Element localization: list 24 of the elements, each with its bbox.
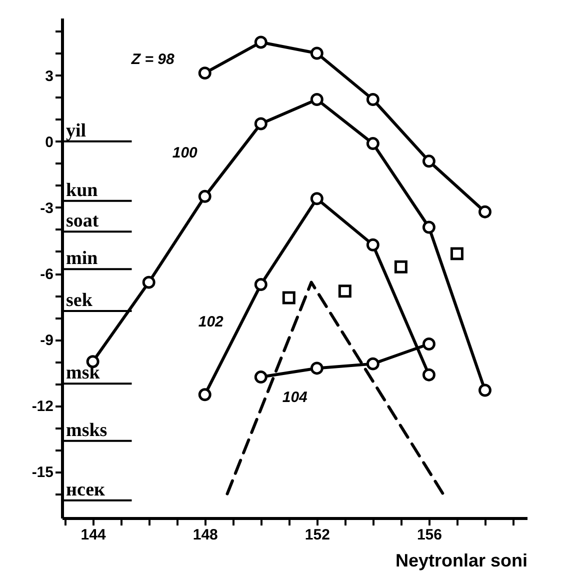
x-tick-label: 156 xyxy=(416,526,442,544)
ref-line-label: min xyxy=(66,248,98,270)
x-axis-title: Neytronlar soni xyxy=(395,550,528,570)
ref-line-label: msks xyxy=(66,420,108,441)
x-tick-label: 144 xyxy=(80,526,106,544)
y-tick-label: -9 xyxy=(40,332,54,350)
ref-line-label: yil xyxy=(66,120,86,142)
y-tick-label: -6 xyxy=(40,266,54,284)
ref-line-label: soat xyxy=(66,210,100,232)
y-tick-label: -15 xyxy=(32,464,54,482)
y-tick-label: 3 xyxy=(45,68,54,85)
ref-line-label: msk xyxy=(66,362,100,384)
x-tick-label: 148 xyxy=(192,526,218,544)
series-label: Z = 98 xyxy=(130,51,175,68)
ref-line-label: sek xyxy=(66,290,93,311)
y-tick-label: 0 xyxy=(45,134,54,151)
x-tick-label: 152 xyxy=(304,526,330,544)
series-label: 100 xyxy=(172,144,198,162)
ref-line-label: нсек xyxy=(66,479,106,500)
ref-line-label: kun xyxy=(66,180,98,201)
y-tick-label: -12 xyxy=(32,398,54,416)
series-label: 104 xyxy=(282,389,308,406)
series-label: 102 xyxy=(198,314,224,331)
y-tick-label: -3 xyxy=(40,200,54,217)
